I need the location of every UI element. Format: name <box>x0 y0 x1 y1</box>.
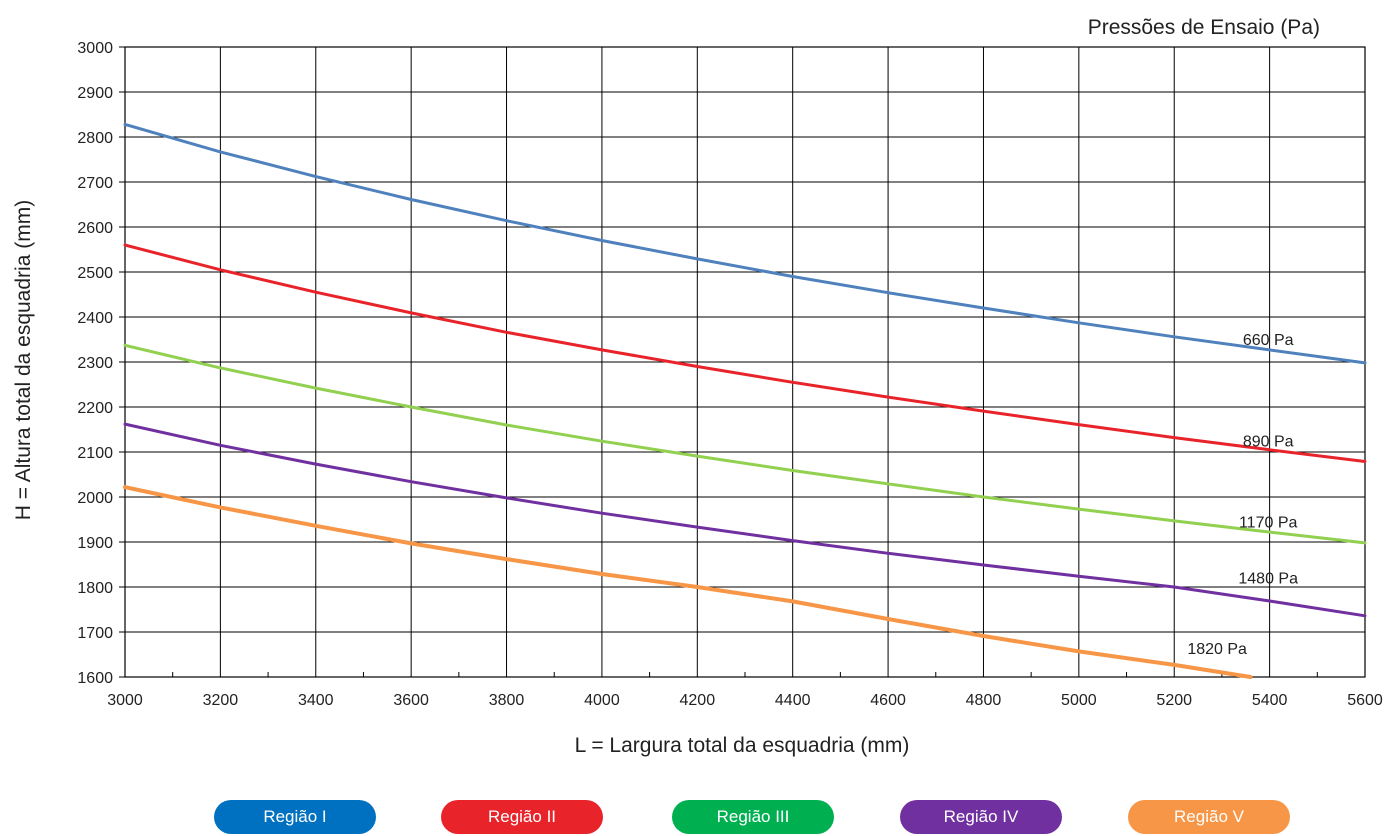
y-tick-label: 2500 <box>77 265 113 282</box>
series-label: 1480 Pa <box>1238 570 1298 587</box>
series-line-1820-pa <box>123 485 1253 679</box>
series-lines <box>123 122 1367 679</box>
series-label: 1170 Pa <box>1239 515 1298 532</box>
x-axis-title: L = Largura total da esquadria (mm) <box>575 734 910 757</box>
series-labels: 660 Pa 890 Pa 1170 Pa 1480 Pa 1820 Pa <box>1187 332 1298 658</box>
legend-label: Região IV <box>943 807 1019 826</box>
y-tick-label: 1900 <box>77 535 113 552</box>
y-tick-label: 2300 <box>77 355 113 372</box>
x-tick-label: 3200 <box>203 692 239 709</box>
series-label: 1820 Pa <box>1187 641 1247 658</box>
y-axis-title: H = Altura total da esquadria (mm) <box>12 200 35 520</box>
series-line-1170-pa <box>123 343 1367 545</box>
series-label: 890 Pa <box>1243 434 1294 451</box>
legend-label: Região V <box>1174 807 1244 826</box>
legend-label: Região II <box>487 807 557 826</box>
chart-title: Pressões de Ensaio (Pa) <box>1088 16 1320 39</box>
y-tick-label: 2900 <box>77 85 113 102</box>
x-tick-label: 3800 <box>489 692 525 709</box>
axes: 3000 3200 3400 3600 3800 4000 4200 4400 4600 4800… <box>77 40 1382 709</box>
y-tick-label: 2700 <box>77 175 113 192</box>
series-line-660-pa <box>123 122 1367 365</box>
y-tick-label: 3000 <box>77 40 113 57</box>
legend-item-regiao-1[interactable]: Região I <box>214 800 376 834</box>
x-tick-label: 5200 <box>1156 692 1192 709</box>
legend-label: Região I <box>263 807 327 826</box>
x-tick-label: 3600 <box>393 692 429 709</box>
y-tick-label: 2100 <box>77 445 113 462</box>
legend-item-regiao-2[interactable]: Região II <box>441 800 603 834</box>
y-tick-label: 2200 <box>77 400 113 417</box>
legend-label: Região III <box>716 807 790 826</box>
legend-item-regiao-4[interactable]: Região IV <box>900 800 1062 834</box>
series-label: 660 Pa <box>1243 332 1294 349</box>
y-tick-label: 2600 <box>77 220 113 237</box>
pressure-chart: 3000 3200 3400 3600 3800 4000 4200 4400 4600 4800… <box>12 16 1383 757</box>
y-tick-label: 2400 <box>77 310 113 327</box>
y-tick-label: 2000 <box>77 490 113 507</box>
legend-item-regiao-5[interactable]: Região V <box>1128 800 1290 834</box>
legend: Região I Região II Região III Região IV … <box>0 800 1397 836</box>
x-tick-label: 3400 <box>298 692 334 709</box>
y-tick-label: 2800 <box>77 130 113 147</box>
x-tick-label: 5000 <box>1061 692 1097 709</box>
y-tick-label: 1600 <box>77 670 113 687</box>
x-tick-label: 5600 <box>1347 692 1383 709</box>
x-tick-label: 5400 <box>1252 692 1288 709</box>
x-tick-label: 4000 <box>584 692 620 709</box>
x-tick-label: 3000 <box>107 692 143 709</box>
y-tick-label: 1700 <box>77 625 113 642</box>
x-tick-label: 4600 <box>870 692 906 709</box>
series-line-890-pa <box>123 243 1367 463</box>
series-line-1480-pa <box>123 422 1367 618</box>
grid <box>124 46 1366 678</box>
x-tick-label: 4800 <box>966 692 1002 709</box>
series-line-1820-shadow <box>124 486 1251 678</box>
legend-item-regiao-3[interactable]: Região III <box>672 800 834 834</box>
x-tick-label: 4400 <box>775 692 811 709</box>
x-tick-label: 4200 <box>680 692 716 709</box>
y-tick-label: 1800 <box>77 580 113 597</box>
